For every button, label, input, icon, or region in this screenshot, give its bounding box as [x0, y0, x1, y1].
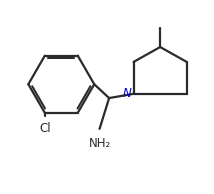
Text: NH₂: NH₂ — [88, 137, 111, 150]
Text: N: N — [122, 87, 131, 100]
Text: Cl: Cl — [39, 122, 51, 135]
